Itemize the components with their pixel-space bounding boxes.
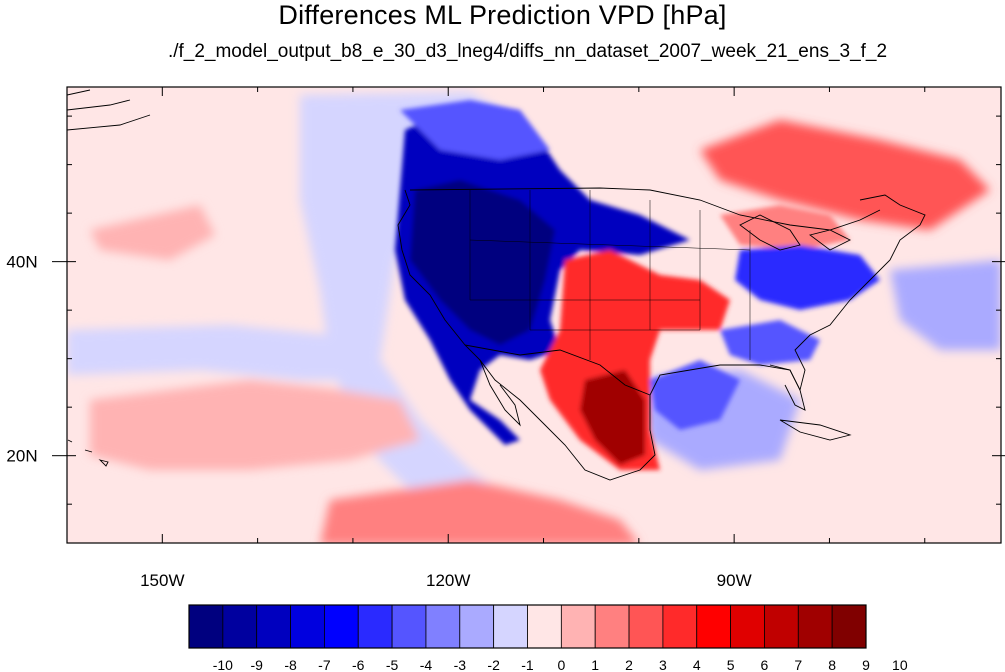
north-america-coastline (397, 189, 926, 481)
coastlines (67, 89, 926, 481)
colorbar-label: 5 (727, 657, 735, 672)
colorbar-label: -8 (284, 657, 297, 672)
map-frame (66, 86, 1002, 544)
map-subtitle: ./f_2_model_output_b8_e_30_d3_lneg4/diff… (167, 41, 888, 62)
colorbar-label: 3 (659, 657, 667, 672)
region-east-pacific-band (67, 325, 380, 380)
great-lakes-outline (739, 214, 852, 251)
hawaii-islands (67, 439, 109, 467)
colorbar-swatch (696, 604, 731, 649)
colorbar-label: 7 (794, 657, 802, 672)
region-tropical-pacific-positive (90, 380, 420, 470)
colorbar-label: 10 (892, 657, 908, 672)
region-atlantic-negative (890, 260, 1001, 350)
region-eastern-us-negative (735, 245, 880, 310)
colorbar-swatch (730, 604, 765, 649)
map-title: Differences ML Prediction VPD [hPa] (278, 0, 727, 30)
lat-tick-label: 40N (6, 253, 37, 272)
cuba-outline (779, 419, 852, 441)
colorbar-label: 6 (761, 657, 769, 672)
florida-outline (769, 364, 806, 411)
colorbar-swatch (459, 604, 495, 649)
colorbar-label: -1 (521, 657, 534, 672)
lon-tick-label: 120W (426, 571, 470, 590)
colorbar-swatch (527, 604, 562, 649)
region-western-us-core (410, 180, 555, 345)
region-itcz-positive (320, 480, 639, 543)
colorbar-swatch (188, 604, 224, 649)
colorbar-label: -6 (352, 657, 365, 672)
colorbar-swatch (560, 604, 596, 649)
colorbar-swatch (425, 604, 461, 649)
colorbar-frame (188, 604, 867, 649)
colorbar-swatch (831, 604, 867, 649)
colorbar-swatch (222, 604, 258, 649)
colorbar-label: -3 (454, 657, 467, 672)
region-canada-positive (700, 120, 990, 230)
lon-tick-label: 90W (717, 571, 752, 590)
colorbar-label: 9 (862, 657, 870, 672)
alaska-coast (67, 89, 151, 131)
anomaly-field (67, 87, 1001, 543)
us-canada-border (409, 187, 881, 231)
colorbar-swatch (290, 604, 325, 649)
lon-tick-label: 150W (140, 571, 184, 590)
colorbar-swatch (797, 604, 833, 649)
region-hudson-negative (400, 100, 550, 160)
lat-tick-label: 20N (6, 447, 37, 466)
colorbar-swatch (493, 604, 528, 649)
axis-ticks: 150W 120W 90W 40N 20N (6, 87, 1005, 590)
region-southeast-negative (720, 320, 820, 365)
colorbar-swatch (256, 604, 291, 649)
colorbar-swatch (628, 604, 664, 649)
colorbar: -10 -9 -8 -7 -6 -5 -4 -3 -2 -1 0 1 2 3 4 5 6 7 8 9 10 (188, 604, 908, 672)
colorbar-swatch (391, 604, 427, 649)
colorbar-label: 1 (591, 657, 599, 672)
colorbar-label: -5 (386, 657, 399, 672)
region-mexico-core (580, 370, 645, 465)
colorbar-label: 2 (625, 657, 633, 672)
colorbar-label: -7 (318, 657, 331, 672)
colorbar-swatch (662, 604, 698, 649)
us-mexico-border (464, 344, 651, 396)
colorbar-swatch (357, 604, 393, 649)
baja-california (479, 359, 521, 427)
colorbar-swatch (764, 604, 799, 649)
colorbar-label: -10 (213, 657, 233, 672)
colorbar-swatch (323, 604, 359, 649)
colorbar-swatch (594, 604, 630, 649)
colorbar-label: -9 (250, 657, 263, 672)
colorbar-label: 4 (693, 657, 701, 672)
colorbar-label: 8 (828, 657, 836, 672)
state-borders (469, 190, 751, 360)
region-gulf-negative (650, 360, 740, 430)
colorbar-label: 0 (557, 657, 565, 672)
colorbar-label: -2 (487, 657, 500, 672)
colorbar-label: -4 (420, 657, 433, 672)
region-central-pacific-positive (90, 205, 215, 260)
